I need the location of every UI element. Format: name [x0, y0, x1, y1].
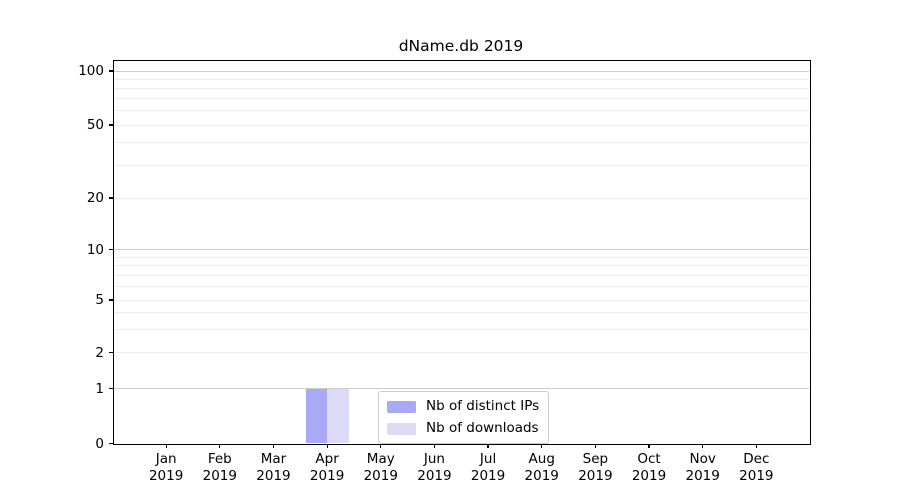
x-tick	[165, 444, 167, 448]
x-tick-label-month: Oct	[637, 451, 661, 467]
x-tick-label-month: Feb	[207, 451, 232, 467]
legend-label: Nb of downloads	[426, 420, 539, 436]
y-gridline-minor	[114, 328, 809, 330]
x-tick-label-year: 2019	[578, 467, 613, 484]
x-tick-label-year: 2019	[309, 467, 345, 484]
y-gridline-minor	[114, 87, 809, 89]
y-tick	[108, 387, 113, 390]
x-tick-label-month: Apr	[315, 451, 339, 467]
x-tick-label-month: Sep	[582, 451, 609, 467]
y-tick-label: 50	[86, 117, 104, 133]
x-tick-label-year: 2019	[256, 467, 291, 484]
legend: Nb of distinct IPs Nb of downloads	[378, 391, 550, 444]
y-tick-label: 0	[95, 435, 104, 452]
y-gridline-minor	[114, 78, 809, 80]
legend-entry: Nb of downloads	[387, 420, 539, 437]
y-gridline-minor	[114, 142, 809, 144]
y-tick-label: 100	[78, 63, 104, 79]
x-tick-label-month: Mar	[260, 451, 287, 467]
legend-swatch-nb-of-distinct-ips	[387, 400, 416, 413]
x-tick	[702, 444, 704, 448]
x-tick-label-year: 2019	[524, 467, 559, 484]
y-gridline-minor	[114, 165, 809, 167]
x-tick-label-month: May	[366, 451, 395, 467]
y-tick-label: 5	[95, 292, 104, 308]
x-tick	[755, 444, 757, 448]
x-tick-label-month: Nov	[689, 451, 716, 467]
y-tick-label: 10	[86, 241, 104, 258]
y-tick	[108, 124, 113, 126]
y-tick-label: 1	[95, 380, 104, 397]
y-gridline-minor	[114, 352, 809, 353]
y-tick-label: 2	[95, 344, 104, 361]
x-tick	[326, 444, 328, 448]
y-gridline-minor	[114, 312, 809, 314]
x-tick	[219, 444, 221, 448]
x-tick-label-month: Jan	[155, 451, 177, 467]
y-tick-label: 20	[86, 190, 104, 206]
y-tick	[108, 70, 113, 72]
x-tick-label-year: 2019	[685, 467, 720, 484]
x-tick-label-month: Aug	[528, 451, 555, 467]
bar-nb-of-downloads	[327, 388, 349, 444]
x-tick-label-month: Jul	[479, 451, 497, 467]
y-gridline-minor	[114, 299, 809, 301]
x-tick	[380, 444, 382, 448]
x-tick	[272, 444, 275, 448]
y-gridline-minor	[114, 265, 809, 267]
y-tick	[108, 299, 113, 301]
y-tick	[108, 248, 113, 251]
x-tick	[541, 444, 543, 448]
legend-swatch-nb-of-downloads	[387, 422, 416, 435]
y-gridline-major	[114, 388, 809, 389]
x-tick	[433, 444, 435, 448]
legend-entry: Nb of distinct IPs	[387, 398, 539, 415]
y-gridline-major	[114, 249, 809, 250]
x-tick-label-year: 2019	[739, 467, 774, 484]
y-tick	[108, 197, 113, 199]
y-gridline-minor	[114, 124, 809, 126]
x-tick-label-year: 2019	[631, 467, 667, 484]
y-tick	[108, 442, 113, 445]
y-gridline-minor	[114, 274, 809, 276]
x-tick-label-month: Dec	[743, 451, 770, 467]
x-tick-label-year: 2019	[202, 467, 237, 484]
x-tick-label-year: 2019	[148, 467, 184, 484]
x-tick	[648, 444, 650, 448]
x-tick	[594, 444, 596, 448]
chart-title: dName.db 2019	[398, 37, 524, 55]
y-gridline-minor	[114, 256, 809, 258]
y-tick	[108, 351, 113, 354]
y-gridline-minor	[114, 286, 809, 288]
x-tick-label-year: 2019	[363, 467, 398, 484]
x-tick-label-year: 2019	[417, 467, 452, 484]
legend-label: Nb of distinct IPs	[426, 398, 540, 414]
y-gridline-minor	[114, 197, 809, 199]
x-tick-label-year: 2019	[470, 467, 506, 484]
x-tick	[487, 444, 489, 448]
y-gridline-minor	[114, 110, 809, 112]
y-gridline-minor	[114, 98, 809, 100]
y-gridline-major	[114, 70, 809, 72]
bar-nb-of-distinct-ips	[305, 388, 328, 444]
x-tick-label-month: Jun	[423, 451, 445, 467]
